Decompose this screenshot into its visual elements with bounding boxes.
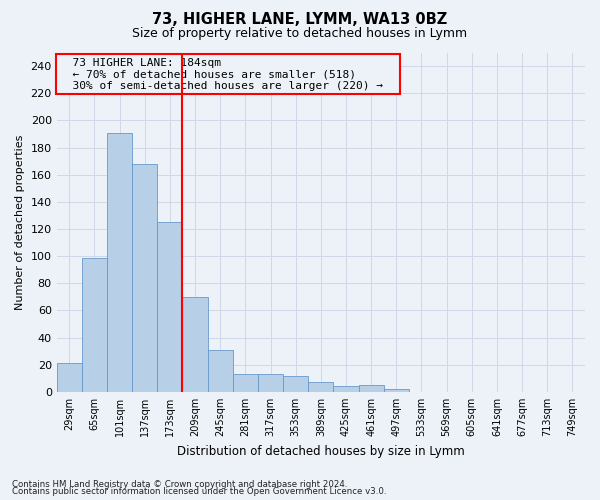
Text: Size of property relative to detached houses in Lymm: Size of property relative to detached ho… [133, 28, 467, 40]
Bar [82, 258, 107, 392]
Bar [359, 385, 384, 392]
Bar [334, 386, 359, 392]
Bar [56, 364, 82, 392]
X-axis label: Distribution of detached houses by size in Lymm: Distribution of detached houses by size … [177, 444, 465, 458]
Text: 73 HIGHER LANE: 184sqm
  ← 70% of detached houses are smaller (518)
  30% of sem: 73 HIGHER LANE: 184sqm ← 70% of detached… [59, 58, 397, 91]
Bar [308, 382, 334, 392]
Bar [283, 376, 308, 392]
Bar [233, 374, 258, 392]
Text: 73, HIGHER LANE, LYMM, WA13 0BZ: 73, HIGHER LANE, LYMM, WA13 0BZ [152, 12, 448, 28]
Bar [132, 164, 157, 392]
Y-axis label: Number of detached properties: Number of detached properties [15, 134, 25, 310]
Bar [208, 350, 233, 392]
Bar [384, 389, 409, 392]
Text: Contains HM Land Registry data © Crown copyright and database right 2024.: Contains HM Land Registry data © Crown c… [12, 480, 347, 489]
Text: Contains public sector information licensed under the Open Government Licence v3: Contains public sector information licen… [12, 487, 386, 496]
Bar [157, 222, 182, 392]
Bar [107, 132, 132, 392]
Bar [258, 374, 283, 392]
Bar [182, 297, 208, 392]
